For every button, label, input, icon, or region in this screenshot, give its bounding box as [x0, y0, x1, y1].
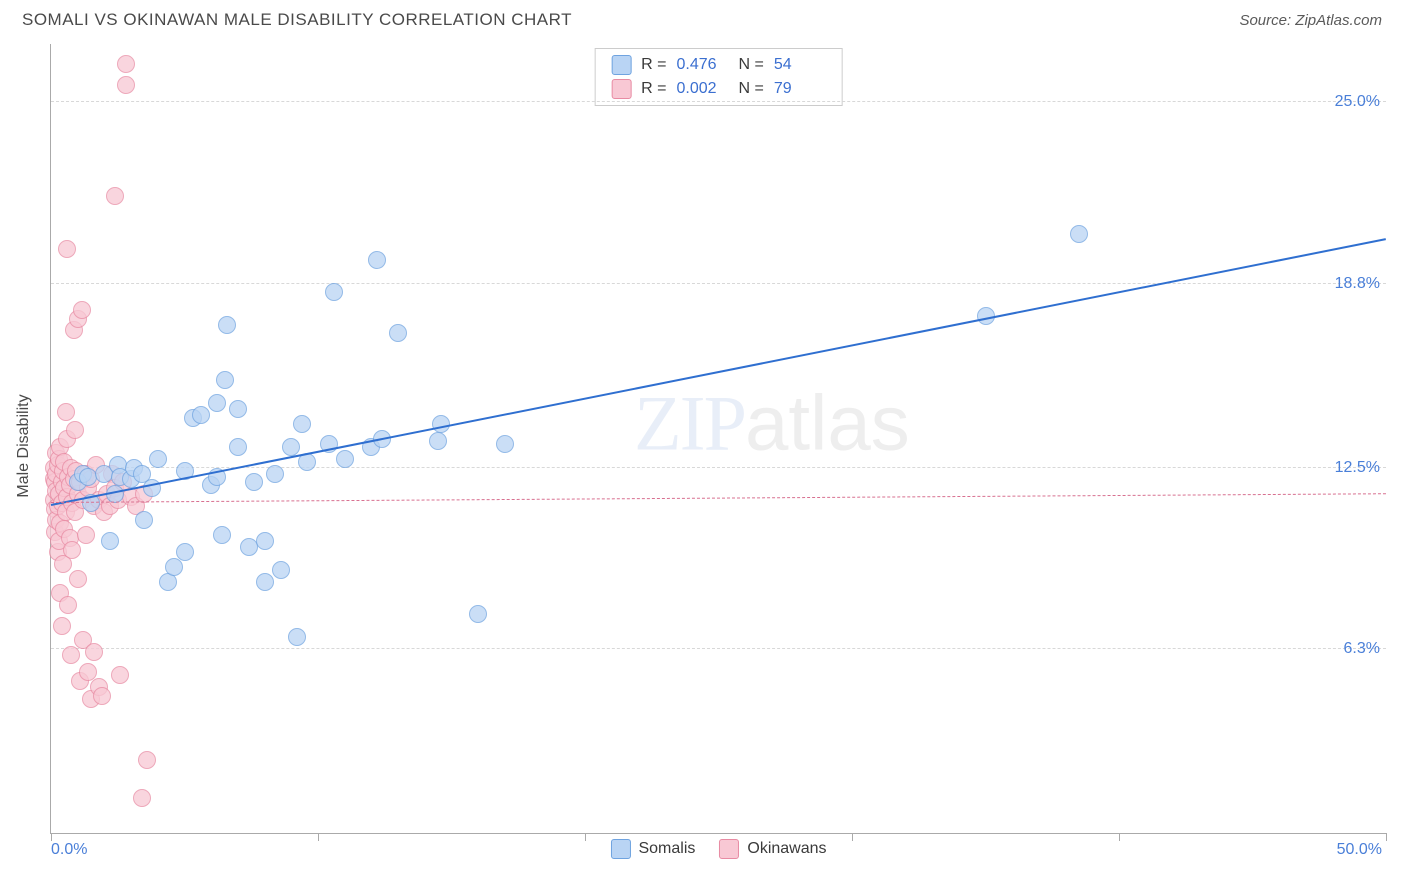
gridline	[51, 283, 1386, 284]
swatch-okinawans-icon	[719, 839, 739, 859]
swatch-somalis	[611, 55, 631, 75]
r-label: R =	[641, 80, 666, 98]
data-point	[293, 415, 311, 433]
data-point	[77, 526, 95, 544]
legend-label-okinawans: Okinawans	[747, 840, 826, 858]
y-tick-label: 6.3%	[1344, 640, 1380, 658]
data-point	[79, 468, 97, 486]
y-tick-label: 12.5%	[1335, 459, 1380, 477]
data-point	[229, 438, 247, 456]
swatch-okinawans	[611, 79, 631, 99]
n-label: N =	[739, 56, 764, 74]
data-point	[59, 596, 77, 614]
x-tick	[585, 833, 586, 841]
data-point	[53, 617, 71, 635]
gridline	[51, 467, 1386, 468]
data-point	[58, 240, 76, 258]
data-point	[66, 421, 84, 439]
data-point	[368, 251, 386, 269]
stats-row-somalis: R = 0.476 N = 54	[595, 53, 842, 77]
data-point	[213, 526, 231, 544]
x-tick	[1119, 833, 1120, 841]
data-point	[256, 573, 274, 591]
legend-label-somalis: Somalis	[638, 840, 695, 858]
data-point	[135, 511, 153, 529]
watermark: ZIPatlas	[634, 377, 910, 468]
x-tick	[1386, 833, 1387, 841]
data-point	[149, 450, 167, 468]
gridline	[51, 101, 1386, 102]
data-point	[62, 646, 80, 664]
n-value-somalis: 54	[774, 56, 826, 74]
data-point	[218, 316, 236, 334]
n-value-okinawans: 79	[774, 80, 826, 98]
x-min-label: 0.0%	[51, 841, 87, 859]
data-point	[245, 473, 263, 491]
legend-item-okinawans: Okinawans	[719, 839, 826, 859]
series-legend: Somalis Okinawans	[610, 839, 826, 859]
trend-line	[51, 493, 1386, 503]
r-value-somalis: 0.476	[677, 56, 729, 74]
data-point	[133, 789, 151, 807]
data-point	[63, 541, 81, 559]
data-point	[1070, 225, 1088, 243]
y-tick-label: 18.8%	[1335, 275, 1380, 293]
data-point	[256, 532, 274, 550]
x-tick	[51, 833, 52, 841]
stats-legend: R = 0.476 N = 54 R = 0.002 N = 79	[594, 48, 843, 106]
data-point	[117, 76, 135, 94]
data-point	[117, 55, 135, 73]
data-point	[106, 187, 124, 205]
data-point	[496, 435, 514, 453]
chart-title: SOMALI VS OKINAWAN MALE DISABILITY CORRE…	[22, 10, 572, 30]
swatch-somalis-icon	[610, 839, 630, 859]
scatter-chart: ZIPatlas R = 0.476 N = 54 R = 0.002 N = …	[50, 44, 1386, 834]
data-point	[272, 561, 290, 579]
x-max-label: 50.0%	[1337, 841, 1382, 859]
data-point	[176, 543, 194, 561]
data-point	[57, 403, 75, 421]
data-point	[282, 438, 300, 456]
data-point	[229, 400, 247, 418]
data-point	[101, 532, 119, 550]
y-tick-label: 25.0%	[1335, 93, 1380, 111]
data-point	[469, 605, 487, 623]
trend-line	[51, 238, 1386, 506]
data-point	[69, 570, 87, 588]
data-point	[208, 394, 226, 412]
x-tick	[318, 833, 319, 841]
data-point	[325, 283, 343, 301]
data-point	[93, 687, 111, 705]
data-point	[429, 432, 447, 450]
stats-row-okinawans: R = 0.002 N = 79	[595, 77, 842, 101]
data-point	[192, 406, 210, 424]
data-point	[389, 324, 407, 342]
data-point	[216, 371, 234, 389]
y-axis-title: Male Disability	[15, 394, 33, 497]
data-point	[73, 301, 91, 319]
legend-item-somalis: Somalis	[610, 839, 695, 859]
watermark-zip: ZIP	[634, 379, 745, 466]
gridline	[51, 648, 1386, 649]
data-point	[85, 643, 103, 661]
data-point	[111, 666, 129, 684]
data-point	[138, 751, 156, 769]
r-label: R =	[641, 56, 666, 74]
r-value-okinawans: 0.002	[677, 80, 729, 98]
watermark-atlas: atlas	[745, 378, 910, 466]
data-point	[336, 450, 354, 468]
data-point	[288, 628, 306, 646]
n-label: N =	[739, 80, 764, 98]
source-credit: Source: ZipAtlas.com	[1239, 12, 1382, 29]
data-point	[266, 465, 284, 483]
x-tick	[852, 833, 853, 841]
